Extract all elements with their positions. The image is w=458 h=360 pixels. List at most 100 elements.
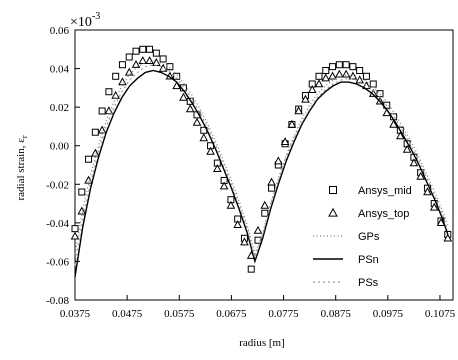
ansys-top-point	[185, 104, 195, 113]
x-tick-label: 0.0375	[60, 308, 91, 320]
ansys-mid-point	[173, 72, 181, 80]
ansys-top-point	[104, 106, 114, 115]
ansys-top-point	[118, 77, 127, 86]
ansys-mid-point	[125, 53, 133, 61]
ansys-top-point	[307, 85, 317, 93]
y-axis: 0.06 0.04 0.02 0.00 -0.02 -0.04 -0.06 -0.08	[46, 25, 80, 307]
ansys-top-point	[328, 71, 337, 80]
series-pss	[74, 64, 449, 266]
ansys-mid-point	[112, 72, 120, 80]
ansys-mid-point	[71, 225, 79, 233]
legend-marker-triangle	[328, 207, 338, 217]
ansys-mid-point	[356, 67, 364, 74]
series-ansys-mid	[71, 45, 452, 273]
ansys-top-point	[219, 181, 229, 190]
ansys-top-point	[416, 171, 426, 180]
series-layer	[70, 45, 453, 278]
legend: Ansys_mid Ansys_top GPs PSn PSs	[313, 185, 412, 289]
ansys-mid-point	[146, 45, 154, 53]
legend-label: Ansys_top	[358, 208, 409, 220]
y-tick-label: 0.02	[50, 102, 69, 114]
gps-line	[74, 60, 449, 256]
ansys-top-point	[90, 148, 100, 157]
y-tick-label: -0.04	[46, 218, 69, 230]
ansys-mid-point	[159, 55, 167, 63]
x-axis-label: radius [m]	[239, 337, 285, 349]
series-gps	[74, 60, 449, 256]
ansys-top-point	[70, 231, 80, 240]
ansys-top-point	[145, 56, 154, 65]
legend-marker-square	[329, 186, 337, 194]
ansys-mid-point	[118, 61, 126, 69]
ansys-mid-point	[132, 47, 140, 55]
ansys-top-point	[280, 137, 290, 146]
legend-label: PSs	[358, 277, 379, 289]
ansys-top-point	[348, 71, 358, 80]
ansys-mid-point	[342, 61, 350, 69]
ansys-top-point	[287, 119, 297, 128]
ansys-mid-point	[152, 49, 160, 57]
y-tick-label: -0.02	[46, 179, 69, 191]
ansys-mid-point	[362, 72, 370, 80]
ansys-top-point	[179, 92, 188, 101]
ansys-top-point	[77, 206, 87, 215]
ansys-top-point	[267, 177, 276, 186]
legend-label: GPs	[358, 231, 380, 243]
ansys-top-point	[355, 75, 365, 84]
ansys-top-point	[273, 156, 283, 165]
ansys-mid-point	[329, 63, 337, 71]
plot-frame	[74, 29, 454, 301]
y-tick-label: -0.06	[46, 256, 69, 268]
ansys-top-point	[334, 69, 344, 78]
ansys-top-point	[423, 187, 432, 196]
x-tick-label: 0.0475	[112, 308, 143, 320]
ansys-mid-point	[166, 63, 174, 71]
y-axis-label: radial strain, εr	[15, 135, 29, 200]
ansys-top-point	[192, 117, 202, 126]
x-tick-label: 0.1075	[425, 308, 456, 320]
ansys-mid-point	[349, 63, 357, 71]
ansys-top-point	[151, 58, 161, 66]
x-tick-label: 0.0675	[216, 308, 247, 320]
ansys-top-point	[138, 56, 148, 65]
ansys-top-point	[199, 133, 209, 142]
legend-item-ansys-mid: Ansys_mid	[329, 185, 412, 197]
ansys-top-point	[429, 202, 439, 211]
ansys-top-point	[253, 225, 263, 234]
ansys-mid-point	[98, 107, 106, 115]
ansys-top-point	[301, 94, 310, 103]
ansys-mid-point	[105, 88, 113, 96]
ansys-mid-point	[261, 209, 269, 217]
ansys-top-point	[341, 69, 351, 78]
ansys-top-point	[97, 125, 107, 134]
ansys-mid-point	[315, 72, 323, 80]
ansys-mid-point	[247, 265, 255, 273]
x-tick-label: 0.0575	[164, 308, 195, 320]
ansys-mid-point	[91, 128, 99, 136]
ansys-top-point	[409, 158, 419, 167]
ansys-top-point	[443, 233, 453, 242]
psn-line	[74, 69, 449, 278]
ansys-top-point	[260, 200, 270, 209]
legend-item-psn: PSn	[313, 254, 379, 266]
ansys-mid-point	[322, 67, 330, 74]
ansys-top-point	[436, 218, 446, 227]
ansys-top-point	[158, 63, 168, 72]
legend-label: Ansys_mid	[358, 185, 412, 197]
legend-item-gps: GPs	[313, 231, 380, 243]
ansys-top-point	[172, 81, 182, 90]
ansys-top-point	[294, 106, 304, 115]
ansys-top-point	[233, 220, 243, 228]
legend-item-ansys-top: Ansys_top	[328, 207, 409, 220]
ansys-top-point	[314, 79, 324, 88]
ansys-top-point	[124, 67, 134, 76]
scale-factor-label: ×10-3	[70, 11, 100, 30]
ansys-top-point	[402, 144, 412, 153]
ansys-mid-point	[369, 80, 377, 88]
ansys-top-point	[395, 131, 405, 140]
ansys-top-point	[212, 164, 222, 173]
pss-line	[74, 64, 449, 266]
y-tick-label: 0.00	[50, 141, 70, 153]
ansys-top-point	[131, 59, 141, 68]
